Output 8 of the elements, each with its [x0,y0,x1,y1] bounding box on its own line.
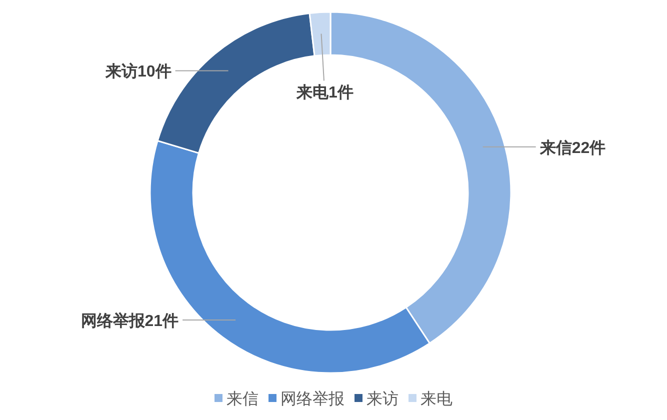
legend-label: 网络举报 [280,390,344,408]
legend-label: 来信 [226,390,258,408]
data-label: 来访10件 [104,62,172,81]
legend-label: 来访 [366,390,398,408]
legend-label: 来电 [420,390,452,408]
data-label: 来信22件 [538,138,606,157]
data-label: 来电1件 [296,84,354,102]
data-label: 网络举报21件 [80,312,179,330]
